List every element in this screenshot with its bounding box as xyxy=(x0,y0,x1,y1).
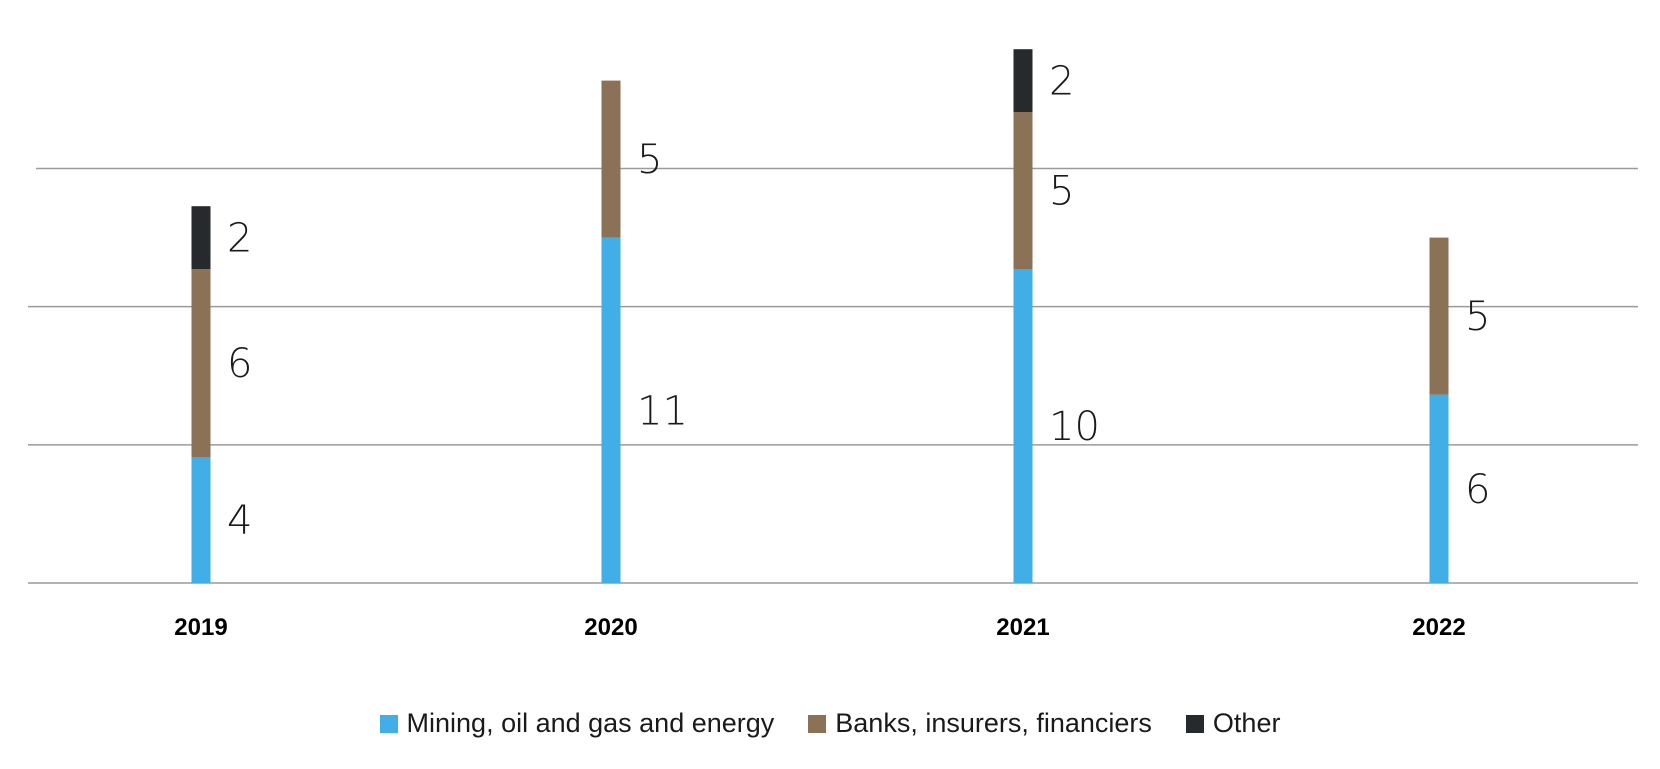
bar-segment xyxy=(601,237,621,583)
legend-label: Other xyxy=(1212,708,1281,738)
bar-segment xyxy=(601,80,621,238)
data-label: 2 xyxy=(227,216,252,262)
x-tick-label: 2020 xyxy=(584,614,637,641)
data-label: 5 xyxy=(1465,294,1490,340)
bar-segment xyxy=(1429,237,1449,395)
bar-segment xyxy=(191,457,211,583)
x-tick-label: 2019 xyxy=(174,614,227,641)
gridlines xyxy=(28,167,1638,584)
legend-label: Mining, oil and gas and energy xyxy=(406,708,775,738)
legend-item: Other xyxy=(1185,708,1281,739)
legend: Mining, oil and gas and energy Banks, ins… xyxy=(0,708,1660,739)
stacked-bar-chart: 4 6 2 11 5 10 5 2 6 5 2019 2020 2021 2022 xyxy=(28,49,1638,641)
bar-segment xyxy=(1013,49,1033,112)
data-labels: 4 6 2 11 5 10 5 2 6 5 xyxy=(227,59,1490,545)
data-label: 5 xyxy=(637,137,662,183)
bar-segment xyxy=(1013,269,1033,583)
data-label: 10 xyxy=(1049,404,1100,450)
data-label: 5 xyxy=(1049,169,1074,215)
legend-swatch xyxy=(379,714,398,733)
legend-swatch xyxy=(1185,714,1204,733)
bar-segment xyxy=(191,206,211,269)
x-tick-label: 2022 xyxy=(1412,614,1465,641)
bar-segment xyxy=(1013,112,1033,269)
data-label: 2 xyxy=(1049,59,1074,105)
data-label: 11 xyxy=(637,388,688,434)
x-tick-label: 2021 xyxy=(996,614,1049,641)
data-label: 6 xyxy=(227,341,252,387)
bars xyxy=(191,49,1449,583)
legend-item: Banks, insurers, financiers xyxy=(808,708,1152,739)
legend-item: Mining, oil and gas and energy xyxy=(379,708,775,739)
bar-segment xyxy=(1429,394,1449,583)
x-axis-ticks: 2019 2020 2021 2022 xyxy=(174,614,1465,641)
legend-swatch xyxy=(808,714,827,733)
legend-label: Banks, insurers, financiers xyxy=(835,708,1152,738)
bar-segment xyxy=(191,269,211,458)
data-label: 6 xyxy=(1465,467,1490,513)
data-label: 4 xyxy=(227,498,252,544)
